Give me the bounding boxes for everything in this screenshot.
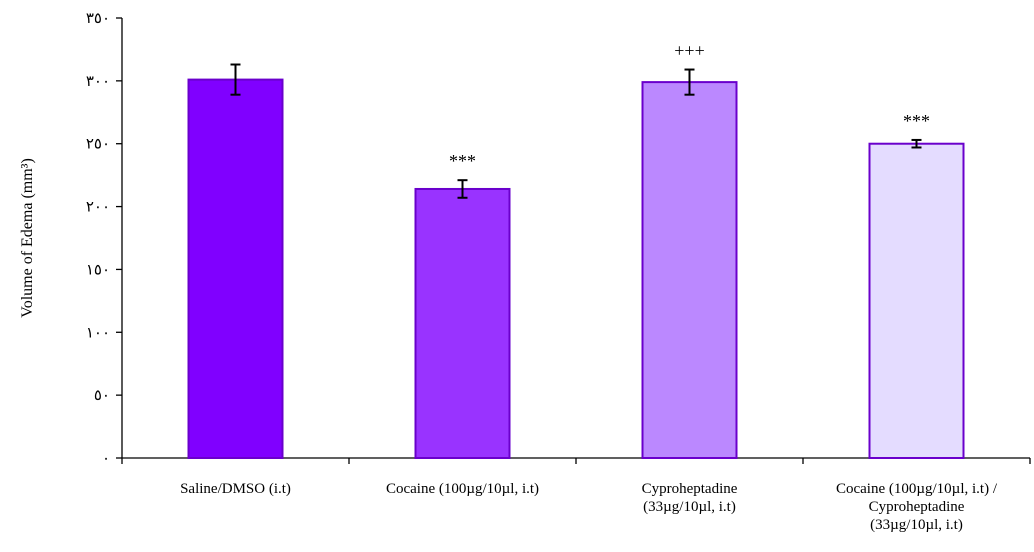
significance-labels: *** +++ *** xyxy=(449,41,930,172)
category-label-line: Cyproheptadine xyxy=(642,481,738,497)
category-label-line: (33µg/10µl, i.t) xyxy=(643,499,736,515)
y-tick-label: ١٠٠ xyxy=(86,325,110,341)
category-label-line: (33µg/10µl, i.t) xyxy=(870,517,963,533)
y-tick-label: ١٥٠ xyxy=(86,262,110,278)
y-axis: ٠ ٥٠ ١٠٠ ١٥٠ ٢٠٠ ٢٥٠ ٣٠٠ ٣٥٠ xyxy=(86,11,123,467)
y-tick-label: ٣٠٠ xyxy=(86,74,110,90)
y-tick-label: ٠ xyxy=(102,451,110,467)
y-axis-label: Volume of Edema (mm³) xyxy=(19,158,36,318)
category-label: Cocaine (100µg/10µl, i.t) xyxy=(386,481,539,497)
y-tick-label: ٢٥٠ xyxy=(86,137,110,153)
category-label: Cocaine (100µg/10µl, i.t) / Cyproheptadin… xyxy=(836,481,998,533)
category-label: Cyproheptadine (33µg/10µl, i.t) xyxy=(642,481,738,515)
y-tick-label: ٣٥٠ xyxy=(86,11,110,27)
category-label-line: Saline/DMSO (i.t) xyxy=(180,481,291,497)
significance-label: *** xyxy=(449,151,476,171)
significance-label: *** xyxy=(903,111,930,131)
bars xyxy=(187,78,965,459)
bar xyxy=(641,81,738,459)
category-label-line: Cocaine (100µg/10µl, i.t) xyxy=(386,481,539,497)
category-label-line: Cocaine (100µg/10µl, i.t) / xyxy=(836,481,998,497)
bar xyxy=(187,78,284,459)
y-tick-label: ٥٠ xyxy=(94,388,110,404)
error-bars xyxy=(230,63,922,199)
category-labels: Saline/DMSO (i.t) Cocaine (100µg/10µl, i.… xyxy=(180,481,998,533)
category-label: Saline/DMSO (i.t) xyxy=(180,481,291,497)
bar xyxy=(414,187,511,459)
category-label-line: Cyproheptadine xyxy=(869,499,965,515)
significance-label: +++ xyxy=(674,41,704,61)
bar xyxy=(868,142,965,459)
y-tick-label: ٢٠٠ xyxy=(86,200,110,216)
